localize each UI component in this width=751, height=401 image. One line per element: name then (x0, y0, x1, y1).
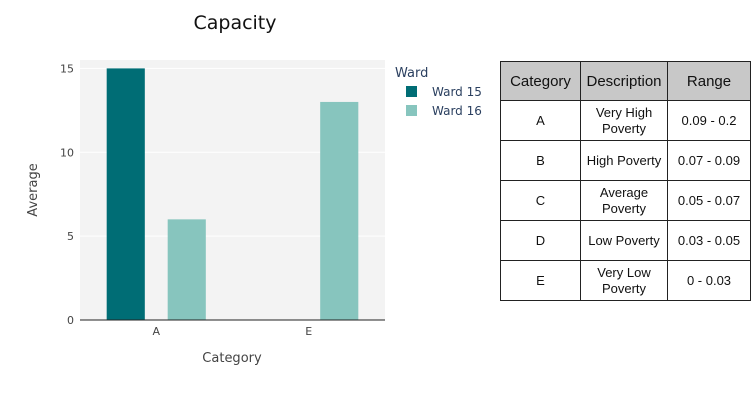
legend-swatch (406, 105, 417, 116)
cell-description: Very High Poverty (580, 100, 668, 141)
legend-label: Ward 16 (432, 104, 482, 118)
y-tick-label: 10 (60, 146, 74, 159)
cell-range: 0.07 - 0.09 (667, 140, 751, 181)
header-description: Description (580, 61, 668, 101)
cell-range: 0.03 - 0.05 (667, 220, 751, 261)
category-table: Category Description Range A Very High P… (500, 61, 751, 301)
cell-category: E (500, 260, 581, 301)
cell-description: Very Low Poverty (580, 260, 668, 301)
table-row: D Low Poverty 0.03 - 0.05 (500, 220, 751, 261)
legend-item[interactable]: Ward 15 (406, 85, 482, 99)
header-category: Category (500, 61, 581, 101)
cell-range: 0 - 0.03 (667, 260, 751, 301)
table-header-row: Category Description Range (500, 61, 751, 101)
cell-category: C (500, 180, 581, 221)
legend-item[interactable]: Ward 16 (406, 104, 482, 118)
legend-swatch (406, 86, 417, 97)
chart-title: Capacity (193, 12, 277, 34)
cell-range: 0.05 - 0.07 (667, 180, 751, 221)
table-row: C Average Poverty 0.05 - 0.07 (500, 180, 751, 221)
table-row: E Very Low Poverty 0 - 0.03 (500, 260, 751, 301)
table-row: A Very High Poverty 0.09 - 0.2 (500, 100, 751, 141)
y-axis-title: Average (26, 163, 41, 216)
x-tick-label: A (152, 325, 160, 338)
y-tick-label: 0 (67, 314, 74, 327)
header-range: Range (667, 61, 751, 101)
bar-ward-16-a[interactable] (167, 219, 206, 320)
x-tick-label: E (305, 325, 312, 338)
y-tick-labels: 0 5 10 15 (60, 62, 74, 327)
cell-range: 0.09 - 0.2 (667, 100, 751, 141)
legend-title: Ward (395, 66, 428, 81)
x-axis-title: Category (202, 351, 262, 366)
cell-description: Average Poverty (580, 180, 668, 221)
bar-ward-15-a[interactable] (106, 68, 145, 320)
bar-ward-16-e[interactable] (320, 101, 359, 320)
legend[interactable]: Ward Ward 15 Ward 16 (395, 66, 482, 118)
cell-category: D (500, 220, 581, 261)
cell-description: Low Poverty (580, 220, 668, 261)
table-row: B High Poverty 0.07 - 0.09 (500, 140, 751, 181)
cell-category: A (500, 100, 581, 141)
bars (106, 68, 359, 320)
y-tick-label: 15 (60, 62, 74, 75)
cell-category: B (500, 140, 581, 181)
cell-description: High Poverty (580, 140, 668, 181)
y-tick-label: 5 (67, 230, 74, 243)
legend-label: Ward 15 (432, 85, 482, 99)
